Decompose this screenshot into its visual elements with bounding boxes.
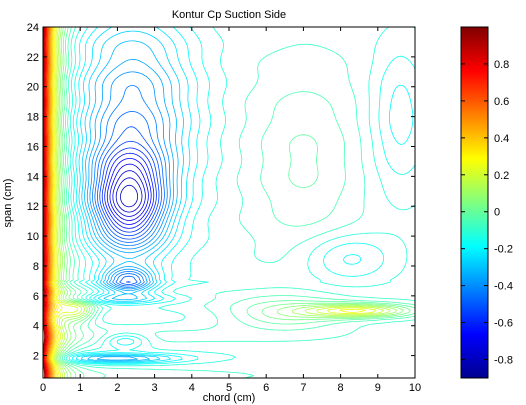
contour-level	[86, 59, 174, 361]
contour-level	[104, 152, 155, 229]
x-tick-label: 1	[77, 382, 83, 394]
colorbar-tick-label: 0.2	[494, 170, 509, 182]
contour-level	[101, 147, 157, 233]
colorbar-tick-label: -0.6	[494, 318, 513, 330]
x-axis-label: chord (cm)	[203, 392, 256, 404]
x-tick-label: 8	[338, 382, 344, 394]
colorbar-tick-label: 0.4	[494, 133, 509, 145]
contour-level	[47, 27, 52, 378]
x-tick-label: 10	[409, 382, 421, 394]
contour-level	[56, 27, 398, 378]
contour-level	[97, 126, 163, 285]
contour-level	[115, 177, 143, 213]
contour-level	[54, 27, 391, 378]
contour-level	[44, 27, 48, 378]
x-tick-label: 6	[263, 382, 269, 394]
y-tick-label: 2	[33, 351, 39, 363]
y-axis-label: span (cm)	[2, 179, 14, 228]
contour-level	[48, 27, 55, 378]
y-tick-label: 8	[33, 261, 39, 273]
y-tick-label: 10	[27, 231, 39, 243]
x-tick-label: 5	[226, 382, 232, 394]
x-tick-label: 7	[300, 382, 306, 394]
y-tick-label: 22	[27, 52, 39, 64]
chart-title: Kontur Cp Suction Side	[172, 9, 286, 21]
y-tick-label: 4	[33, 321, 39, 333]
contour-level	[43, 27, 47, 378]
colorbar-tick-label: 0.8	[494, 59, 509, 71]
contour-level	[94, 111, 165, 287]
colorbar-tick-label: 0.6	[494, 96, 509, 108]
y-tick-label: 18	[27, 112, 39, 124]
colorbar-frame	[460, 26, 489, 379]
contour-level	[99, 140, 160, 283]
contour-level	[44, 27, 49, 378]
colorbar	[461, 27, 488, 378]
colorbar-tick-label: 0	[494, 207, 500, 219]
contour-level	[66, 27, 415, 367]
contour-level	[80, 30, 184, 363]
colorbar-tick-label: -0.4	[494, 281, 513, 293]
contour-level	[49, 27, 56, 378]
contour-level	[52, 27, 377, 378]
contour-level	[47, 27, 53, 378]
contour-level	[112, 170, 146, 217]
y-tick-label: 16	[27, 141, 39, 153]
y-tick-label: 12	[27, 201, 39, 213]
contour-level	[53, 27, 384, 378]
contour-level	[109, 163, 149, 221]
contour-level	[44, 27, 49, 378]
contour-level	[45, 27, 51, 378]
x-tick-label: 9	[375, 382, 381, 394]
y-tick-label: 20	[27, 82, 39, 94]
contour-level	[84, 40, 179, 362]
y-tick-label: 24	[27, 22, 39, 34]
contour-level	[75, 27, 192, 363]
x-tick-label: 2	[114, 382, 120, 394]
contour-level	[45, 27, 50, 378]
contour-level	[120, 184, 138, 208]
contour-level	[60, 27, 415, 378]
colorbar-tick-label: -0.2	[494, 244, 513, 256]
contour-level	[92, 85, 168, 288]
contour-level	[50, 27, 57, 378]
x-tick-label: 4	[189, 382, 195, 394]
colorbar-axis: 0.8 0.6 0.4 0.2 0 -0.2 -0.4 -0.6 -0.8	[461, 59, 513, 367]
contour-level	[57, 27, 404, 378]
contour-level	[71, 27, 414, 364]
x-tick-label: 3	[152, 382, 158, 394]
y-tick-label: 14	[27, 171, 39, 183]
contour-level	[46, 27, 51, 378]
contour-level	[48, 27, 54, 378]
contour-level	[89, 71, 171, 290]
colorbar-tick-label: -0.8	[494, 355, 513, 367]
contour-level	[68, 27, 415, 365]
x-axis: 0 1 2 3 4 5 6 7 8 9 10	[40, 27, 421, 394]
contour-level	[51, 27, 59, 378]
plot-background	[43, 27, 415, 378]
x-tick-label: 0	[40, 382, 46, 394]
contour-level	[106, 158, 152, 225]
contour-level	[52, 27, 367, 378]
y-tick-label: 6	[33, 291, 39, 303]
